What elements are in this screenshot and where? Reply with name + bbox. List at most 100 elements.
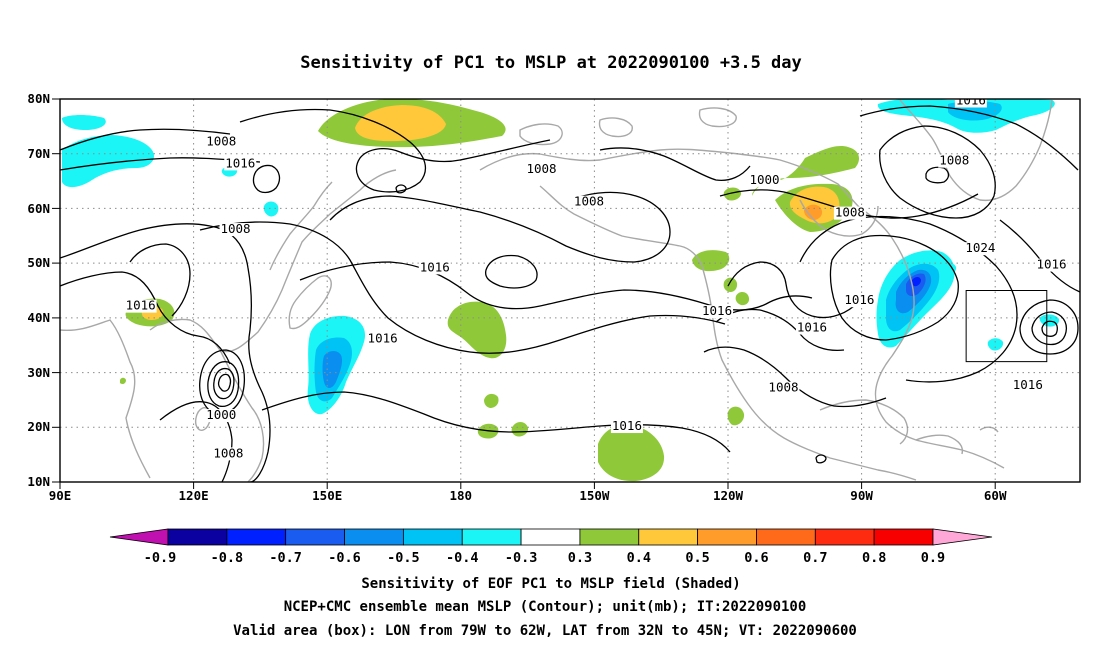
contour-1016-ridge (799, 215, 1018, 383)
colorbar-segment (697, 528, 757, 546)
contour-label-bg (767, 381, 800, 395)
coastline-alaska (479, 148, 861, 267)
contour-label: 1016 (612, 418, 642, 433)
lat-label-40n: 40N (27, 310, 50, 325)
contour-label: 1016 (956, 92, 986, 107)
contour-label-bg (610, 420, 643, 434)
lat-label-60n: 60N (27, 201, 50, 216)
contour-label-bg (124, 299, 157, 313)
contour-small-loop2 (815, 454, 827, 464)
contour-label: 1008 (768, 380, 798, 395)
negative-patch-canada-north (943, 263, 957, 274)
contour-label: 1008 (939, 153, 969, 168)
contour-label: 1016 (126, 298, 156, 313)
contour-label-bg (572, 195, 605, 209)
contour-label: 1016 (797, 320, 827, 335)
contour-1008-alaska-loop (484, 254, 538, 289)
graticule (60, 99, 1080, 482)
colorbar-segment (402, 528, 463, 546)
contour-label: 1016 (368, 330, 398, 345)
contour-1008-bering (239, 108, 551, 193)
contour-1016-china (60, 271, 231, 365)
caption-line-2: NCEP+CMC ensemble mean MSLP (Contour); u… (284, 599, 807, 615)
contour-label-bg (205, 135, 238, 149)
colorbar-label: -0.7 (269, 550, 302, 566)
contour-1008-aleutian (329, 191, 671, 263)
contour-1008-greenland-inner (925, 166, 950, 184)
contour-low-inner2 (213, 367, 235, 400)
colorbar-segment (638, 528, 699, 546)
positive-patch-alberta (723, 187, 742, 201)
caption-line-3: Valid area (box): LON from 79W to 62W, L… (233, 623, 857, 639)
contour-1016-na-inner (715, 308, 845, 352)
coastline-arctic-islands (519, 107, 737, 146)
contour-label: 1016 (702, 303, 732, 318)
contour-1008-greenland (879, 125, 996, 219)
colorbar-segment (461, 528, 522, 546)
contour-label-bg (843, 294, 876, 308)
lat-label-80n: 80N (27, 91, 50, 106)
colorbar-label: 0.9 (921, 550, 945, 566)
contour-label: 1008 (526, 161, 556, 176)
negative-patch-newengland-dark (911, 277, 921, 287)
colorbar-high-end (932, 528, 993, 546)
negative-patch-atlantic (987, 338, 1004, 351)
positive-patch-pacific-small3 (511, 422, 529, 437)
contour-1016-atlantic-high (1019, 299, 1079, 355)
contour-1008-siberia-trough (60, 223, 271, 482)
colorbar-label: 0.5 (685, 550, 709, 566)
colorbar-label: 0.4 (627, 550, 651, 566)
coastline-philippines (194, 407, 212, 431)
coastline-gulf (819, 399, 909, 445)
negative-patch-japan-core (322, 350, 343, 388)
valid-area-box (965, 290, 1048, 363)
lon-label-120e: 120E (179, 488, 209, 503)
colorbar-segment (285, 528, 345, 546)
contour-label-bg (219, 223, 252, 237)
lon-label-150w: 150W (579, 488, 610, 503)
coastline-hudson (799, 199, 879, 237)
lon-label-150e: 150E (312, 488, 342, 503)
latitude-axis: 80N 70N 60N 50N 40N 30N 20N 10N (27, 91, 60, 489)
colorbar-label: -0.3 (505, 550, 538, 566)
lat-label-20n: 20N (27, 419, 50, 434)
contour-1016-west-na (727, 261, 855, 319)
positive-patch-westcoast3 (735, 292, 750, 306)
negative-patch-siberia2 (62, 115, 106, 130)
negative-patch-kamchatka (263, 201, 279, 217)
contour-label-bg (525, 162, 558, 176)
positive-patch-bering-core (355, 105, 446, 142)
colorbar-label: -0.4 (446, 550, 479, 566)
contour-1008-siberia-north (60, 128, 231, 151)
contour-label-bg (833, 206, 866, 220)
contour-label: 1008 (574, 194, 604, 209)
longitude-axis: 90E 120E 150E 180 150W 120W 90W 60W (49, 482, 1007, 503)
lon-label-180: 180 (450, 488, 473, 503)
contour-1016-north-pacific (199, 221, 726, 354)
contour-label-bg (205, 409, 238, 423)
contour-1024-high (829, 234, 959, 341)
positive-patch-westcoast2 (723, 277, 738, 293)
positive-patch-pacific (447, 301, 507, 359)
contour-label: 1008 (213, 445, 243, 460)
colorbar-label: -0.8 (211, 550, 244, 566)
map-panel: 1008 1016 1008 1016 1016 1008 1008 1000 1016 1016… (27, 91, 1081, 503)
colorbar-label: 0.7 (803, 550, 827, 566)
lon-label-120w: 120W (713, 488, 744, 503)
colorbar-segment (814, 528, 875, 546)
contour-label: 1016 (844, 292, 874, 307)
positive-patch-mexico (727, 406, 745, 426)
contour-label-bg (964, 242, 997, 256)
lon-label-60w: 60W (984, 488, 1007, 503)
colorbar-segment (756, 528, 816, 546)
contour-atlantic-inner1 (1031, 311, 1068, 346)
contour-1016-pacific-mid (299, 261, 813, 311)
contour-1016-greenland (859, 105, 1079, 171)
contour-label: 1024 (965, 240, 995, 255)
lat-label-50n: 50N (27, 255, 50, 270)
coastline-kamchatka (269, 181, 333, 271)
contour-small-loop (252, 164, 281, 194)
sensitivity-shading (62, 99, 1060, 482)
negative-patch-siberia (62, 135, 155, 188)
